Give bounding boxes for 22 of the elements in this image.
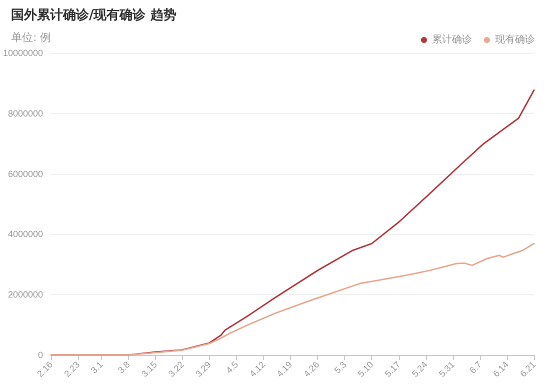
y-tick-label: 4000000 — [8, 229, 44, 240]
x-tick-label: 4.26 — [302, 359, 322, 379]
x-tick-label: 3.29 — [194, 359, 213, 379]
x-tick-label: 4.5 — [224, 359, 240, 376]
x-tick-label: 6.21 — [518, 359, 538, 379]
x-tick-label: 3.8 — [116, 359, 132, 376]
y-tick-label: 0 — [38, 350, 44, 360]
chart-title: 国外累计确诊/现有确诊 趋势 — [11, 7, 176, 23]
y-tick-label: 10000000 — [2, 48, 44, 58]
y-tick-label: 2000000 — [8, 290, 44, 300]
x-tick-label: 4.12 — [248, 359, 268, 379]
x-tick-label: 5.31 — [436, 359, 456, 379]
x-tick-label: 6.7 — [468, 359, 484, 376]
x-tick-label: 6.14 — [491, 359, 510, 379]
legend-label: 累计确诊 — [432, 34, 472, 46]
x-tick-label: 4.19 — [274, 359, 294, 379]
x-tick-label: 3.1 — [88, 359, 105, 376]
legend-label: 现有确诊 — [495, 34, 535, 46]
y-tick-label: 6000000 — [8, 168, 44, 179]
x-tick-label: 5.3 — [332, 359, 348, 376]
y-tick-label: 8000000 — [8, 108, 44, 118]
chart-subtitle: 单位: 例 — [11, 31, 52, 44]
